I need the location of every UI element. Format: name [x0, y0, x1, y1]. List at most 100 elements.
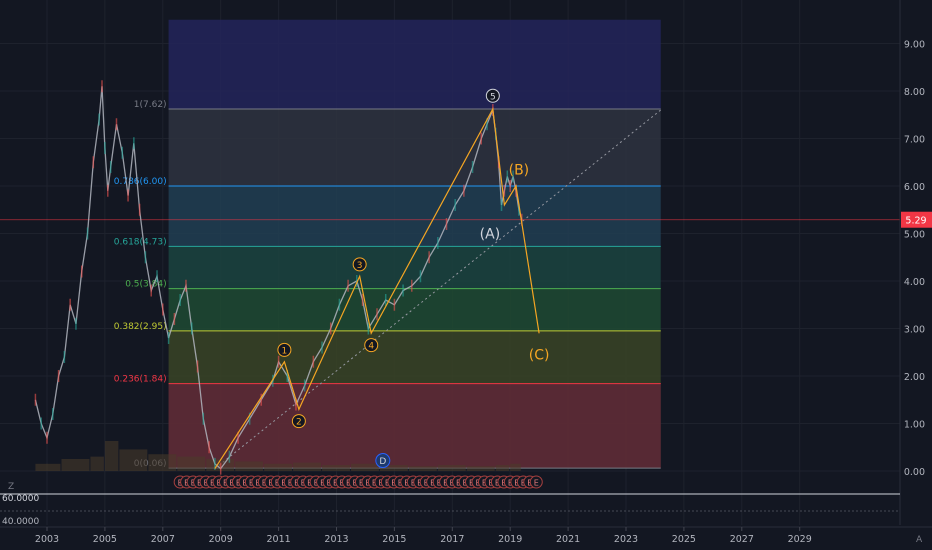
indicator-tick-label: 40.0000: [2, 517, 39, 527]
earnings-marker-text: E: [262, 479, 267, 488]
wave-label-circle: [485, 88, 500, 103]
wave-label-circle: [277, 342, 292, 357]
volume-bar: [177, 456, 206, 471]
fib-zone: [168, 186, 661, 247]
dividend-marker[interactable]: D: [375, 453, 391, 469]
trend-line: [214, 109, 662, 470]
zoom-label[interactable]: Z: [8, 482, 14, 492]
x-axis-panel: [0, 527, 932, 550]
x-axis-tick-label: 2015: [382, 534, 406, 545]
volume-bar: [379, 465, 408, 471]
earnings-marker-text: E: [417, 479, 422, 488]
dividend-marker-circle: [375, 453, 391, 469]
volume-bar: [104, 441, 119, 471]
volume-bar: [148, 454, 177, 471]
last-price-label: 5.29: [905, 216, 926, 227]
wave-label-text: 5: [490, 92, 496, 102]
earnings-marker-text: E: [346, 479, 351, 488]
earnings-marker-text: E: [184, 479, 189, 488]
wave-label-circle: [352, 257, 367, 272]
earnings-marker-text: E: [255, 479, 260, 488]
earnings-marker-text: E: [320, 479, 325, 488]
fib-zone-top: [168, 19, 661, 110]
wave-label-5[interactable]: 5: [485, 88, 500, 103]
y-axis-tick-label: 4.00: [904, 277, 925, 288]
wave-label-text: (C): [529, 348, 550, 364]
wave-label-text: 2: [296, 418, 302, 428]
wave-label-2[interactable]: 2: [291, 414, 306, 429]
wave-label-C[interactable]: (C): [529, 348, 550, 364]
earnings-marker-text: E: [463, 479, 468, 488]
earnings-marker-text: E: [281, 479, 286, 488]
wave-label-B[interactable]: (B): [509, 162, 530, 178]
earnings-marker-text: E: [242, 479, 247, 488]
earnings-marker-text: E: [495, 479, 500, 488]
y-axis-panel: [900, 0, 932, 525]
volume-bar: [90, 456, 104, 471]
volume-bar: [264, 463, 293, 471]
earnings-marker-text: E: [275, 479, 280, 488]
wave-label-text: 4: [368, 342, 374, 352]
volume-bar: [293, 462, 322, 471]
earnings-marker-text: E: [391, 479, 396, 488]
earnings-marker-text: E: [307, 479, 312, 488]
earnings-marker-text: E: [456, 479, 461, 488]
elliott-wave-path: [214, 107, 540, 469]
earnings-marker-text: E: [404, 479, 409, 488]
fib-level-label: 0.618(4.73): [114, 237, 167, 247]
last-price-badge: [901, 211, 932, 228]
earnings-marker-text: E: [359, 479, 364, 488]
fib-zone: [168, 288, 661, 331]
earnings-marker-text: E: [475, 479, 480, 488]
y-axis-tick-label: 0.00: [904, 467, 925, 478]
volume-bar: [466, 466, 495, 471]
earnings-marker-text: E: [314, 479, 319, 488]
x-axis-tick-label: 2017: [440, 534, 464, 545]
auto-scale-button[interactable]: A: [916, 535, 923, 545]
wave-label-A[interactable]: (A): [480, 227, 501, 243]
volume-bar: [119, 449, 148, 471]
earnings-marker-text: E: [197, 479, 202, 488]
earnings-marker-text: E: [521, 479, 526, 488]
y-axis-tick-label: 6.00: [904, 182, 925, 193]
earnings-marker-text: E: [236, 479, 241, 488]
earnings-marker-text: E: [534, 479, 539, 488]
x-axis-tick-label: 2013: [324, 534, 348, 545]
earnings-marker[interactable]: E: [529, 475, 543, 489]
fib-zone: [168, 109, 661, 186]
earnings-marker-text: E: [398, 479, 403, 488]
x-axis-tick-label: 2007: [151, 534, 175, 545]
wave-label-3[interactable]: 3: [352, 257, 367, 272]
earnings-marker-text: E: [424, 479, 429, 488]
y-axis-tick-label: 2.00: [904, 372, 925, 383]
wave-label-1[interactable]: 1: [277, 342, 292, 357]
volume-bar: [495, 465, 510, 471]
x-axis-tick-label: 2005: [93, 534, 117, 545]
earnings-marker-text: E: [333, 479, 338, 488]
earnings-marker-text: E: [488, 479, 493, 488]
volume-bar: [235, 461, 264, 471]
earnings-marker-text: E: [210, 479, 215, 488]
earnings-marker-text: E: [339, 479, 344, 488]
earnings-marker-text: E: [294, 479, 299, 488]
earnings-marker-text: E: [385, 479, 390, 488]
x-axis-tick-label: 2003: [35, 534, 59, 545]
earnings-marker-text: E: [482, 479, 487, 488]
volume-bar: [350, 463, 379, 471]
wave-label-text: 1: [282, 346, 288, 356]
wave-label-4[interactable]: 4: [364, 338, 379, 353]
earnings-marker-text: E: [288, 479, 293, 488]
wave-label-text: (B): [509, 162, 530, 178]
earnings-marker-text: E: [365, 479, 370, 488]
wave-label-circle: [291, 414, 306, 429]
earnings-marker-text: E: [178, 479, 183, 488]
y-axis-tick-label: 3.00: [904, 325, 925, 336]
earnings-marker-text: E: [508, 479, 513, 488]
fib-level-label: 1(7.62): [134, 100, 167, 110]
y-axis-tick-label: 9.00: [904, 40, 925, 51]
x-axis-tick-label: 2027: [730, 534, 754, 545]
earnings-marker-circle: [529, 475, 543, 489]
earnings-marker-text: E: [372, 479, 377, 488]
